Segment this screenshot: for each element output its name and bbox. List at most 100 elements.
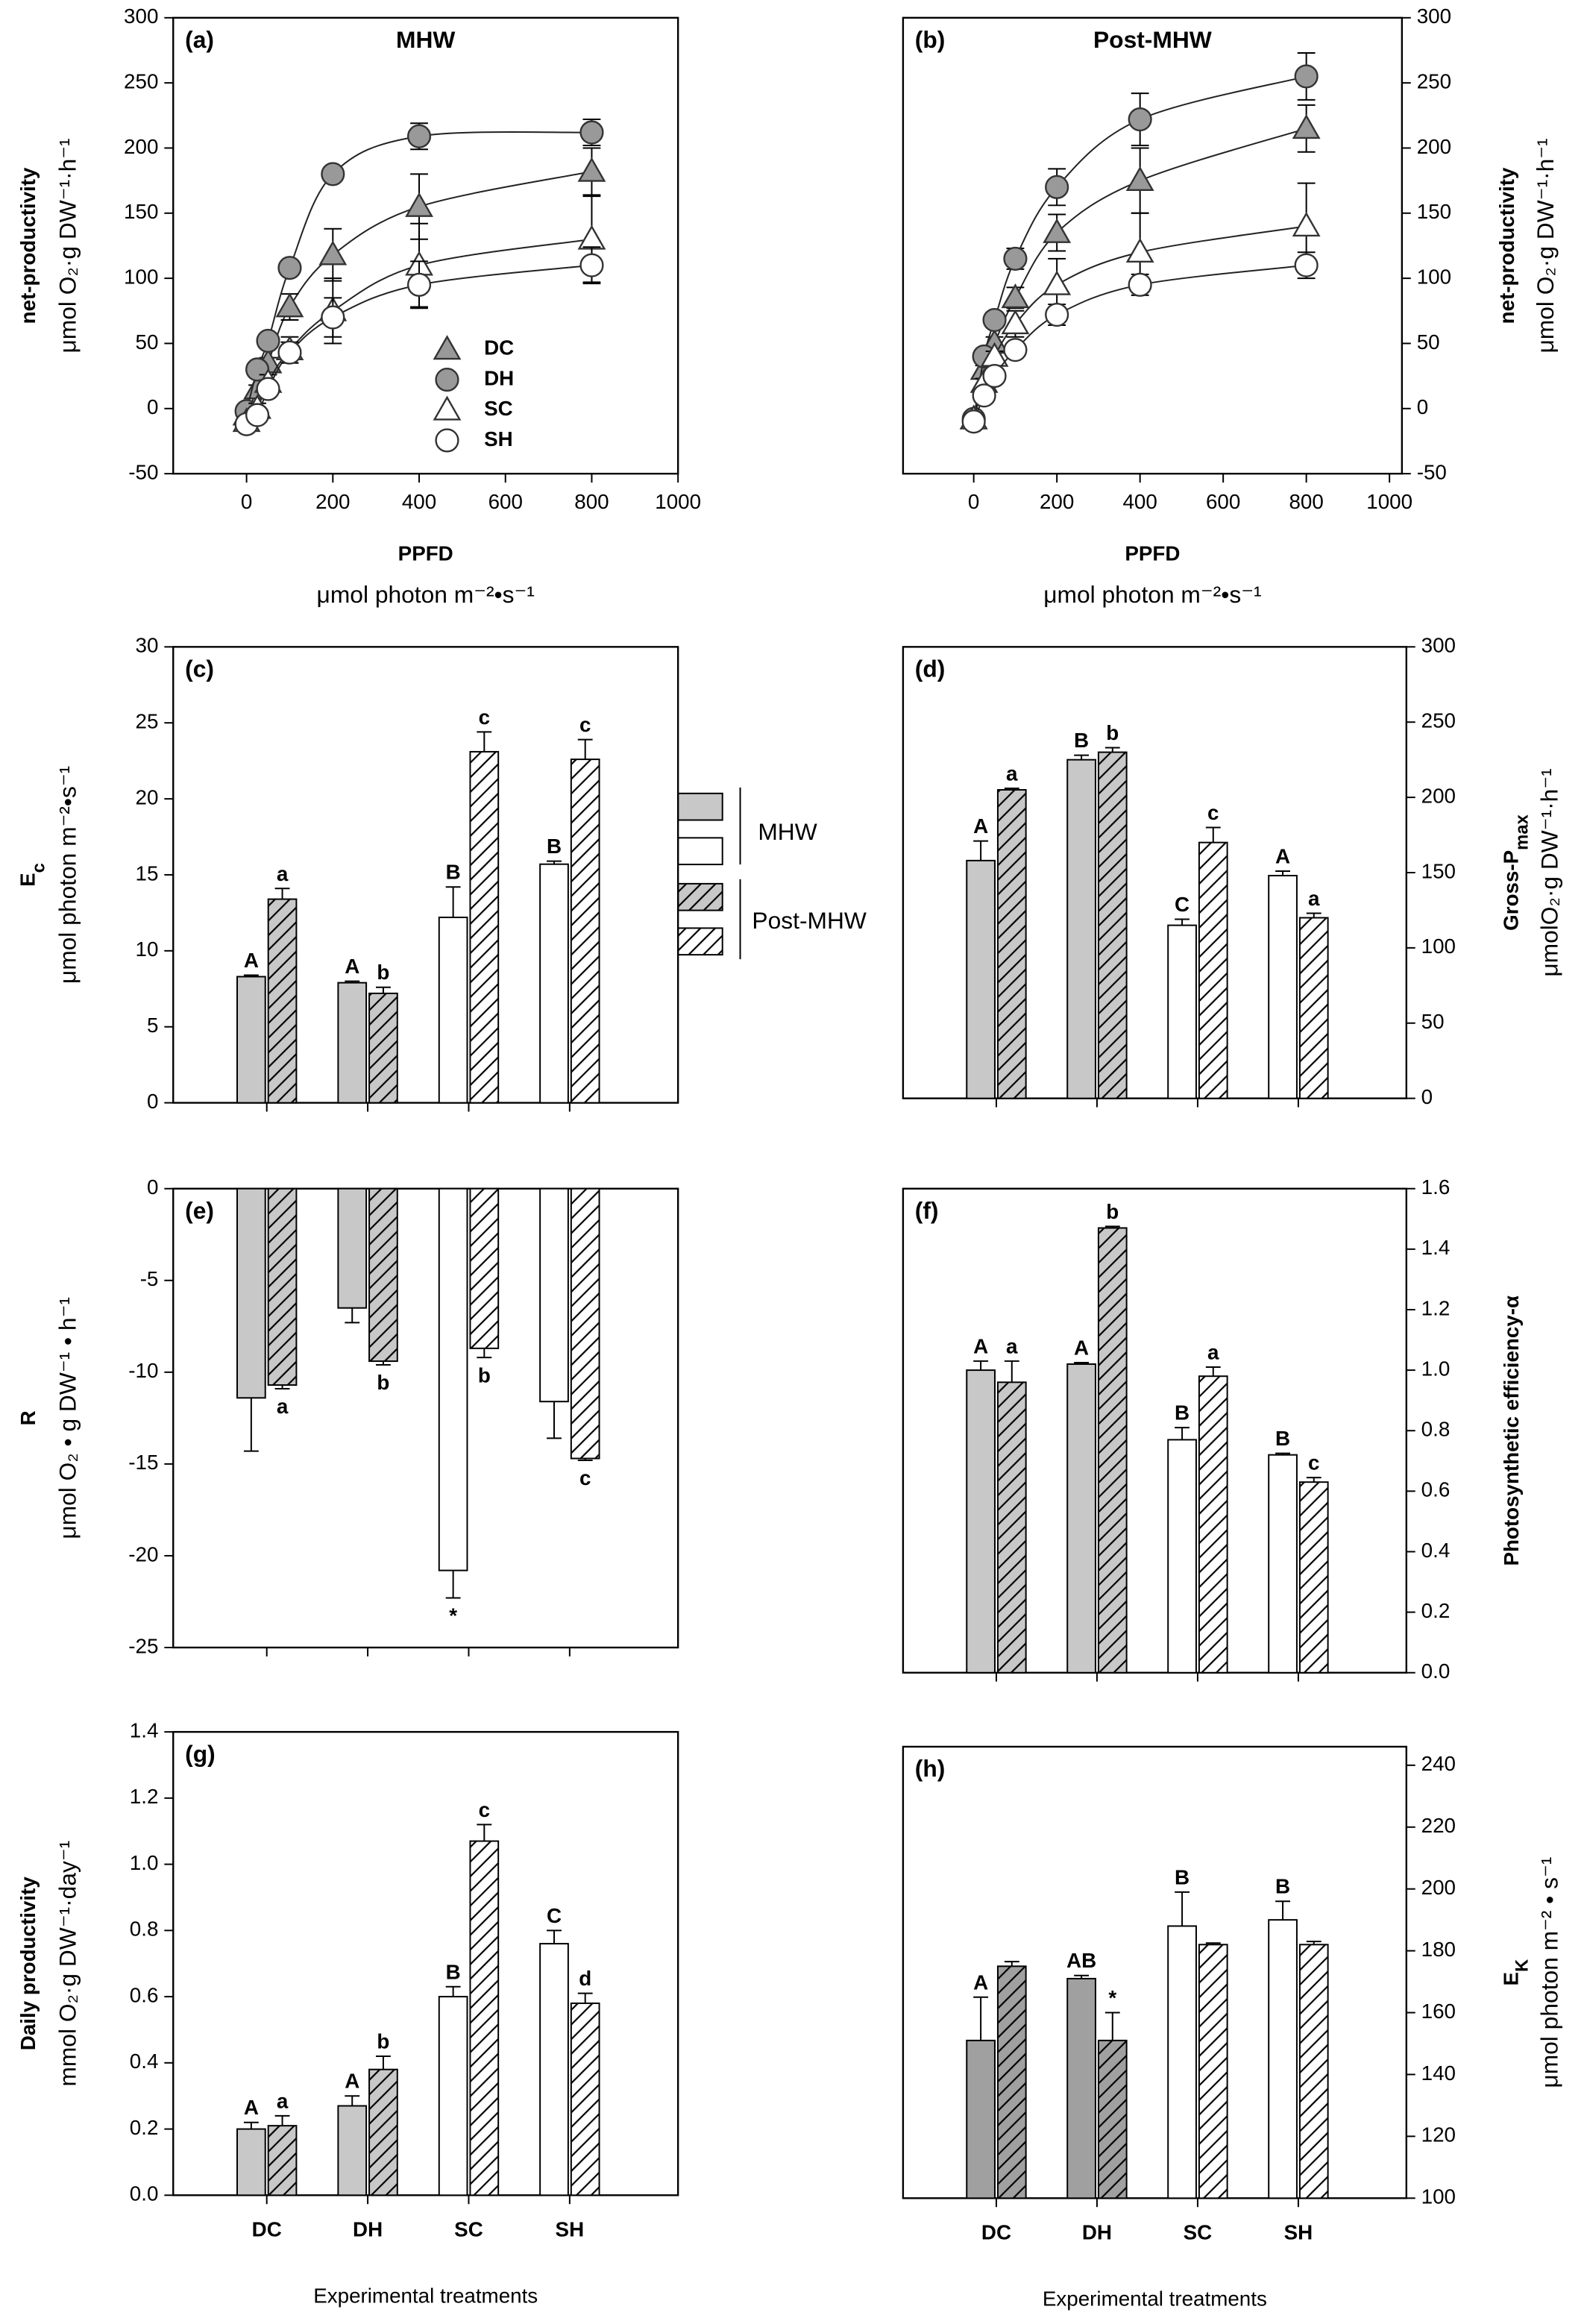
bar: [539, 1187, 569, 1403]
y-tick-label: 150: [1421, 859, 1456, 882]
significance-label: B: [446, 1960, 461, 1983]
significance-label: a: [277, 2089, 289, 2112]
error-bar: [1004, 1360, 1019, 1383]
bar-hatch: [1198, 1376, 1228, 1673]
y-axis-label-sub: max: [1512, 814, 1533, 849]
y-tick-label: 1.0: [130, 1851, 159, 1874]
error-bar: [477, 731, 492, 752]
error-bar: [973, 1360, 989, 1371]
marker: [318, 240, 348, 266]
error-bar: [274, 2114, 290, 2126]
y-tick-label: 300: [124, 4, 158, 28]
error-bar: [345, 1307, 360, 1324]
marker: [1045, 302, 1069, 327]
bar: [236, 2128, 266, 2196]
y-tick-label: 200: [1421, 784, 1456, 807]
y-axis-label-units: mmol O₂·g DW⁻¹·day⁻¹: [54, 1841, 81, 2087]
error-bar: [547, 1401, 562, 1439]
y-axis-label: EK: [1500, 1959, 1532, 1986]
bar: [438, 1996, 468, 2196]
y-tick-label: 200: [1421, 1876, 1456, 1899]
error-bar: [445, 1570, 461, 1599]
y-tick-label: 15: [136, 861, 159, 885]
x-tick-label: 600: [488, 490, 523, 513]
panel-title: MHW: [396, 26, 455, 53]
bar-hatch: [997, 1966, 1026, 2199]
y-tick-label: 250: [1417, 69, 1451, 92]
y-tick-label: 0.8: [130, 1918, 159, 1941]
marker: [1003, 246, 1028, 271]
marker: [1294, 253, 1319, 277]
error-bar: [243, 1398, 259, 1452]
bar-hatch: [571, 759, 600, 1103]
error-bar: [577, 1992, 593, 2003]
marker: [961, 409, 986, 434]
x-tick-label: SC: [1184, 2220, 1213, 2243]
marker: [577, 157, 606, 182]
bar-hatch: [1299, 917, 1328, 1099]
y-tick-label: 140: [1421, 2061, 1456, 2085]
x-axis-label: Experimental treatments: [313, 2284, 538, 2308]
y-axis-label: net-productivity: [16, 167, 40, 324]
bar-hatch: [369, 1188, 397, 1362]
x-tick-label: SC: [454, 2217, 483, 2240]
significance-label: c: [1207, 801, 1219, 824]
marker: [1043, 270, 1072, 295]
y-tick-label: 200: [124, 135, 158, 158]
bar: [1268, 1454, 1298, 1674]
y-tick-label: 1.4: [130, 1718, 159, 1742]
y-axis-label-units: μmol photon m⁻²•s⁻¹: [54, 766, 81, 984]
error-bar: [445, 1985, 461, 1997]
bar-hatch: [470, 1188, 499, 1348]
significance-label: B: [1074, 729, 1089, 752]
significance-label: a: [277, 1395, 289, 1418]
bar-hatch: [268, 2126, 297, 2196]
y-tick-label: -5: [140, 1267, 159, 1290]
y-tick-label: 100: [1421, 2185, 1456, 2208]
bar-hatch: [470, 751, 499, 1103]
legend-label: MHW: [758, 818, 817, 845]
x-axis-label-units: μmol photon m⁻²•s⁻¹: [317, 581, 535, 608]
y-tick-label: 150: [1417, 200, 1451, 223]
legend-hatch: [678, 883, 723, 911]
y-tick-label: 0.2: [130, 2116, 159, 2139]
y-tick-label: 0: [147, 1090, 158, 1113]
x-axis-label: PPFD: [398, 542, 453, 565]
y-tick-label: -25: [128, 1634, 158, 1657]
significance-label: d: [579, 1967, 591, 1990]
significance-label: a: [277, 862, 289, 885]
plot-frame: [172, 1187, 679, 1649]
bar-hatch: [1198, 842, 1228, 1099]
y-tick-label: 0.8: [1421, 1418, 1451, 1441]
marker: [1125, 166, 1154, 191]
panel-label: (c): [185, 655, 214, 682]
bar: [1167, 924, 1197, 1099]
y-tick-label: 0.2: [1421, 1599, 1451, 1622]
y-tick-label: 50: [1417, 330, 1440, 354]
bar-hatch: [1299, 1482, 1328, 1673]
significance-label: b: [377, 2029, 389, 2053]
legend-marker: [435, 368, 459, 392]
bar: [1268, 875, 1298, 1099]
x-tick-label: SH: [556, 2217, 585, 2240]
y-tick-label: 100: [124, 265, 158, 288]
significance-label: b: [1106, 1200, 1119, 1223]
plot-frame: [902, 1745, 1408, 2199]
significance-label: c: [579, 1466, 591, 1489]
y-axis-label: Ec: [16, 863, 48, 887]
legend-swatch: [677, 792, 723, 821]
y-tick-label: 120: [1421, 2123, 1456, 2146]
panel-label: (e): [185, 1197, 214, 1224]
bar: [438, 1187, 468, 1571]
marker: [1128, 272, 1152, 297]
legend-marker: [433, 395, 462, 421]
marker: [1001, 309, 1030, 335]
error-bar: [1175, 1891, 1190, 1926]
error-bar: [1104, 747, 1120, 753]
bar-hatch: [571, 2003, 600, 2196]
marker: [321, 162, 345, 186]
significance-label: A: [345, 955, 359, 978]
y-axis-label-units: μmol photon m⁻² • s⁻¹: [1536, 1857, 1563, 2088]
x-tick-label: SH: [1284, 2220, 1313, 2243]
y-tick-label: 160: [1421, 2000, 1456, 2023]
